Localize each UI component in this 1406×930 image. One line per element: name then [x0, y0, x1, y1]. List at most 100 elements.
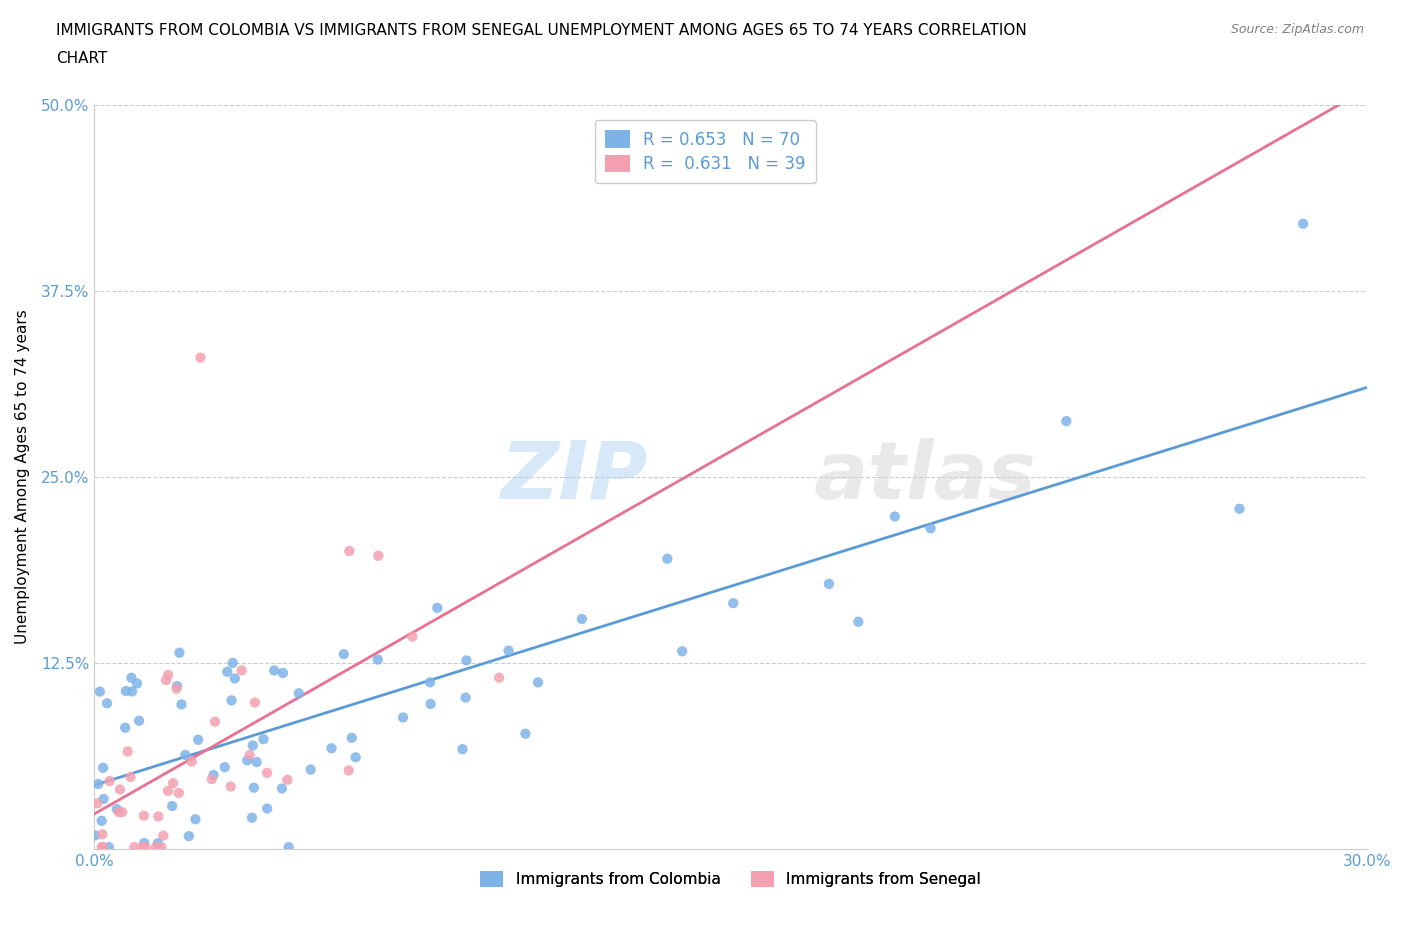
Point [157, 668, 180, 683]
Point [201, 772, 224, 787]
Point [91, 827, 114, 842]
Point [252, 732, 274, 747]
Point [721, 596, 744, 611]
Point [184, 812, 207, 827]
Point [107, 804, 129, 819]
Point [134, 835, 156, 850]
Point [920, 521, 942, 536]
Point [187, 732, 209, 747]
Point [86, 796, 108, 811]
Point [456, 653, 478, 668]
Point [97, 840, 120, 855]
Point [239, 748, 262, 763]
Legend: Immigrants from Colombia, Immigrants from Senegal: Immigrants from Colombia, Immigrants fro… [474, 865, 987, 893]
Point [256, 801, 278, 816]
Point [121, 684, 143, 698]
Point [115, 684, 138, 698]
Point [1292, 217, 1315, 232]
Point [256, 765, 278, 780]
Point [96, 696, 118, 711]
Point [145, 840, 167, 855]
Point [111, 804, 134, 819]
Point [454, 690, 477, 705]
Point [150, 840, 173, 855]
Point [270, 781, 292, 796]
Point [571, 612, 593, 627]
Point [242, 738, 264, 753]
Point [148, 809, 170, 824]
Point [299, 762, 322, 777]
Point [401, 629, 423, 644]
Point [105, 802, 128, 817]
Point [169, 645, 191, 660]
Point [87, 777, 110, 791]
Point [276, 773, 298, 788]
Point [128, 713, 150, 728]
Point [419, 697, 441, 711]
Point [818, 577, 841, 591]
Point [124, 840, 146, 855]
Point [488, 671, 510, 685]
Point [190, 351, 212, 365]
Point [93, 791, 115, 806]
Point [288, 685, 311, 700]
Point [1229, 501, 1251, 516]
Text: IMMIGRANTS FROM COLOMBIA VS IMMIGRANTS FROM SENEGAL UNEMPLOYMENT AMONG AGES 65 T: IMMIGRANTS FROM COLOMBIA VS IMMIGRANTS F… [56, 23, 1026, 38]
Point [156, 783, 179, 798]
Point [90, 840, 112, 855]
Point [166, 679, 188, 694]
Point [340, 730, 363, 745]
Point [174, 748, 197, 763]
Point [114, 721, 136, 736]
Point [84, 828, 107, 843]
Point [426, 601, 449, 616]
Point [671, 644, 693, 658]
Point [91, 761, 114, 776]
Point [419, 675, 441, 690]
Point [240, 810, 263, 825]
Point [392, 710, 415, 724]
Point [883, 509, 905, 524]
Point [271, 666, 294, 681]
Point [90, 814, 112, 829]
Point [146, 836, 169, 851]
Point [155, 672, 177, 687]
Point [321, 741, 343, 756]
Point [367, 549, 389, 564]
Point [231, 663, 253, 678]
Point [162, 776, 184, 790]
Point [243, 695, 266, 710]
Point [132, 808, 155, 823]
Point [132, 840, 155, 855]
Point [527, 675, 550, 690]
Point [152, 829, 174, 844]
Point [217, 664, 239, 679]
Point [108, 782, 131, 797]
Y-axis label: Unemployment Among Ages 65 to 74 years: Unemployment Among Ages 65 to 74 years [15, 310, 30, 644]
Point [277, 840, 299, 855]
Point [120, 770, 142, 785]
Point [332, 646, 354, 661]
Point [117, 744, 139, 759]
Point [219, 779, 242, 794]
Point [98, 774, 121, 789]
Point [120, 671, 142, 685]
Point [246, 754, 269, 769]
Text: CHART: CHART [56, 51, 108, 66]
Point [91, 840, 114, 855]
Point [125, 676, 148, 691]
Point [263, 663, 285, 678]
Point [202, 767, 225, 782]
Point [846, 615, 869, 630]
Point [180, 754, 202, 769]
Point [170, 697, 193, 711]
Point [214, 760, 236, 775]
Point [451, 742, 474, 757]
Point [222, 656, 245, 671]
Text: atlas: atlas [813, 438, 1036, 515]
Point [160, 799, 183, 814]
Point [498, 644, 520, 658]
Point [177, 829, 200, 844]
Point [166, 682, 188, 697]
Point [1054, 414, 1077, 429]
